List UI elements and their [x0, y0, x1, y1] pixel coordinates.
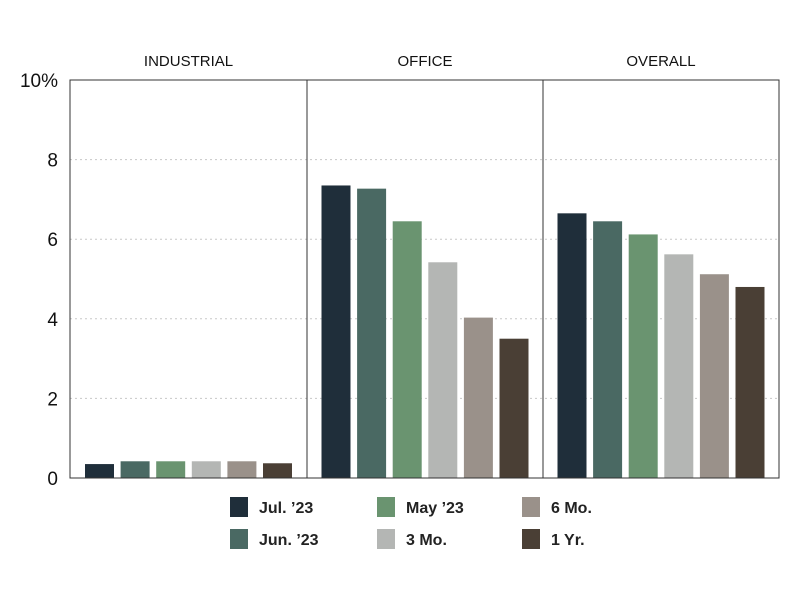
legend-swatch	[522, 529, 540, 549]
legend-label: Jul. ’23	[259, 500, 313, 517]
bar-office-2	[357, 188, 387, 479]
bar-industrial-3	[156, 461, 186, 478]
bar-industrial-2	[120, 461, 150, 478]
legend-label: Jun. ’23	[259, 532, 319, 549]
bar-office-4	[428, 262, 458, 478]
bar-overall-2	[593, 221, 623, 479]
panel-title-industrial: INDUSTRIAL	[144, 53, 233, 70]
legend-swatch	[377, 497, 395, 517]
bar-office-6	[499, 338, 529, 478]
legend-item: Jun. ’23	[230, 529, 319, 549]
y-tick-label: 10%	[20, 71, 58, 92]
bar-office-1	[321, 185, 351, 478]
legend-swatch	[377, 529, 395, 549]
legend: Jul. ’23 Jun. ’23 May ’23 3 Mo. 6 Mo. 1 Yr.	[230, 497, 592, 549]
legend-item: 3 Mo.	[377, 529, 447, 549]
panel-titles: INDUSTRIAL OFFICE OVERALL	[144, 53, 696, 70]
y-tick-label: 2	[47, 389, 58, 410]
panel-title-overall: OVERALL	[626, 53, 695, 70]
bar-overall-6	[735, 286, 765, 478]
y-tick-label: 4	[47, 310, 58, 331]
legend-item: Jul. ’23	[230, 497, 313, 517]
plot-border	[69, 79, 780, 479]
bars	[85, 185, 765, 479]
legend-label: 3 Mo.	[406, 532, 447, 549]
bar-office-5	[463, 317, 493, 478]
bar-overall-1	[557, 213, 587, 478]
legend-label: 1 Yr.	[551, 532, 585, 549]
bar-industrial-5	[227, 461, 257, 478]
gridlines	[70, 159, 779, 399]
legend-swatch	[230, 497, 248, 517]
legend-swatch	[522, 497, 540, 517]
legend-item: May ’23	[377, 497, 464, 517]
bar-overall-5	[699, 274, 729, 478]
bar-industrial-1	[85, 464, 114, 478]
y-tick-label: 6	[47, 230, 58, 251]
bar-overall-4	[664, 254, 694, 478]
plot-frame	[69, 79, 780, 479]
bar-office-3	[392, 221, 422, 479]
legend-label: May ’23	[406, 500, 464, 517]
legend-swatch	[230, 529, 248, 549]
bar-industrial-6	[263, 463, 292, 478]
legend-item: 6 Mo.	[522, 497, 592, 517]
y-tick-label: 0	[47, 469, 58, 490]
y-tick-label: 8	[47, 151, 58, 172]
y-axis-ticks: 0 2 4 6 8 10%	[20, 71, 58, 490]
legend-item: 1 Yr.	[522, 529, 585, 549]
bar-overall-3	[628, 234, 658, 478]
panel-title-office: OFFICE	[398, 53, 453, 70]
bar-industrial-4	[191, 461, 221, 478]
legend-label: 6 Mo.	[551, 500, 592, 517]
